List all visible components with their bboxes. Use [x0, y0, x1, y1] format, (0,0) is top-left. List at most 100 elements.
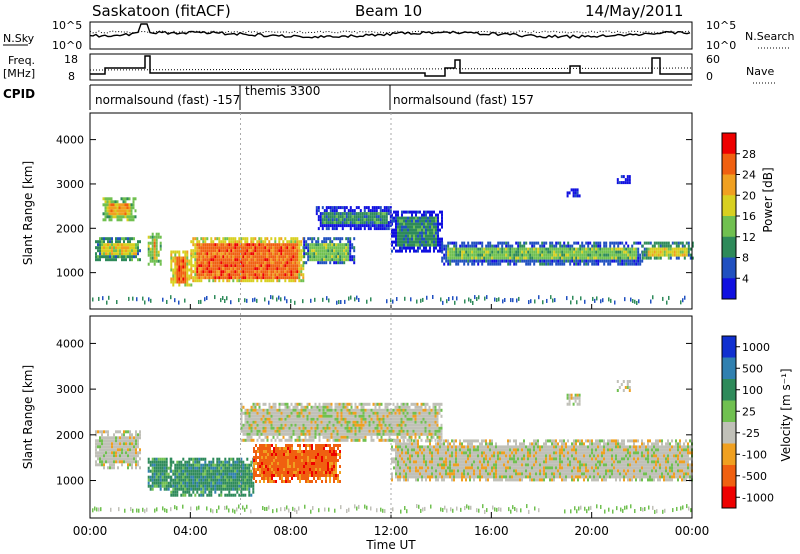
heatmap-cell — [297, 477, 299, 480]
heatmap-cell — [338, 405, 341, 409]
heatmap-cell — [271, 465, 273, 468]
heatmap-cell — [431, 210, 433, 214]
heatmap-cell — [206, 246, 209, 250]
heatmap-cell — [455, 247, 458, 251]
heatmap-cell — [339, 243, 342, 247]
heatmap-cell — [129, 243, 131, 247]
heatmap-cell — [228, 457, 231, 461]
heatmap-cell — [667, 250, 670, 254]
heatmap-cell — [210, 469, 213, 473]
heatmap-cell — [107, 454, 109, 458]
heatmap-cell — [334, 402, 337, 406]
heatmap-cell — [292, 252, 295, 256]
heatmap-cell — [311, 243, 314, 247]
heatmap-cell — [277, 459, 279, 462]
heatmap-cell — [281, 477, 283, 480]
heatmap-cell — [170, 463, 173, 467]
heatmap-cell — [246, 249, 249, 253]
heatmap-cell — [593, 247, 596, 251]
heatmap-cell — [220, 460, 223, 464]
heatmap-cell — [439, 237, 441, 241]
heatmap-cell — [429, 237, 431, 241]
heatmap-cell — [270, 408, 273, 412]
heatmap-cell — [655, 256, 658, 260]
heatmap-cell — [429, 219, 431, 223]
heatmap-cell — [262, 243, 265, 247]
heatmap-cell — [258, 402, 261, 406]
heatmap-cell — [130, 218, 133, 222]
heatmap-cell — [246, 484, 249, 488]
heatmap-cell — [206, 276, 209, 280]
heatmap-cell — [487, 244, 490, 248]
heatmap-cell — [250, 405, 253, 409]
ground-scatter-cell — [144, 300, 146, 305]
heatmap-cell — [226, 475, 229, 479]
heatmap-cell — [603, 250, 606, 254]
heatmap-cell — [204, 490, 207, 494]
heatmap-cell — [335, 252, 338, 256]
heatmap-cell — [333, 249, 336, 253]
heatmap-cell — [157, 478, 160, 482]
heatmap-cell — [333, 252, 336, 256]
heatmap-cell — [196, 264, 199, 268]
heatmap-cell — [121, 255, 123, 259]
heatmap-cell — [259, 480, 261, 483]
heatmap-cell — [178, 280, 181, 284]
heatmap-cell — [131, 258, 133, 262]
heatmap-cell — [599, 250, 602, 254]
heatmap-cell — [104, 197, 107, 201]
ground-scatter-cell — [106, 300, 108, 305]
heatmap-cell — [312, 414, 315, 418]
heatmap-cell — [208, 466, 211, 470]
heatmap-cell — [186, 277, 189, 281]
heatmap-cell — [190, 256, 193, 260]
heatmap-cell — [334, 405, 337, 409]
ground-scatter-cell — [336, 300, 338, 305]
heatmap-cell — [176, 262, 179, 266]
heatmap-cell — [325, 477, 327, 480]
heatmap-cell — [192, 237, 195, 241]
heatmap-cell — [178, 250, 181, 254]
heatmap-cell — [330, 435, 333, 439]
heatmap-cell — [285, 468, 287, 471]
heatmap-cell — [671, 250, 674, 254]
heatmap-cell — [292, 270, 295, 274]
heatmap-cell — [248, 432, 251, 436]
heatmap-cell — [626, 175, 629, 179]
heatmap-cell — [341, 246, 344, 250]
heatmap-cell — [265, 450, 267, 453]
heatmap-cell — [349, 218, 352, 222]
heatmap-cell — [248, 438, 251, 442]
heatmap-cell — [253, 459, 255, 462]
ground-scatter-cell — [624, 297, 626, 302]
heatmap-cell — [679, 250, 682, 254]
heatmap-cell — [329, 471, 331, 474]
heatmap-cell — [256, 255, 259, 259]
heatmap-cell — [182, 265, 185, 269]
heatmap-cell — [283, 450, 285, 453]
heatmap-cell — [292, 243, 295, 247]
heatmap-cell — [671, 241, 674, 245]
heatmap-cell — [218, 261, 221, 265]
heatmap-cell — [461, 256, 464, 260]
heatmap-cell — [172, 274, 175, 278]
heatmap-cell — [109, 246, 111, 250]
heatmap-cell — [300, 411, 303, 415]
ground-scatter-cell — [552, 298, 554, 303]
heatmap-cell — [264, 252, 267, 256]
heatmap-cell — [125, 436, 127, 440]
heatmap-cell — [330, 405, 333, 409]
heatmap-cell — [265, 477, 267, 480]
heatmap-cell — [549, 241, 552, 245]
heatmap-cell — [319, 255, 322, 259]
heatmap-cell — [615, 253, 618, 257]
heatmap-cell — [288, 405, 291, 409]
heatmap-cell — [305, 243, 308, 247]
heatmap-cell — [465, 247, 468, 251]
heatmap-cell — [525, 250, 528, 254]
heatmap-cell — [647, 241, 650, 245]
heatmap-cell — [417, 210, 419, 214]
heatmap-cell — [315, 209, 318, 213]
heatmap-cell — [327, 252, 330, 256]
heatmap-cell — [401, 216, 403, 220]
